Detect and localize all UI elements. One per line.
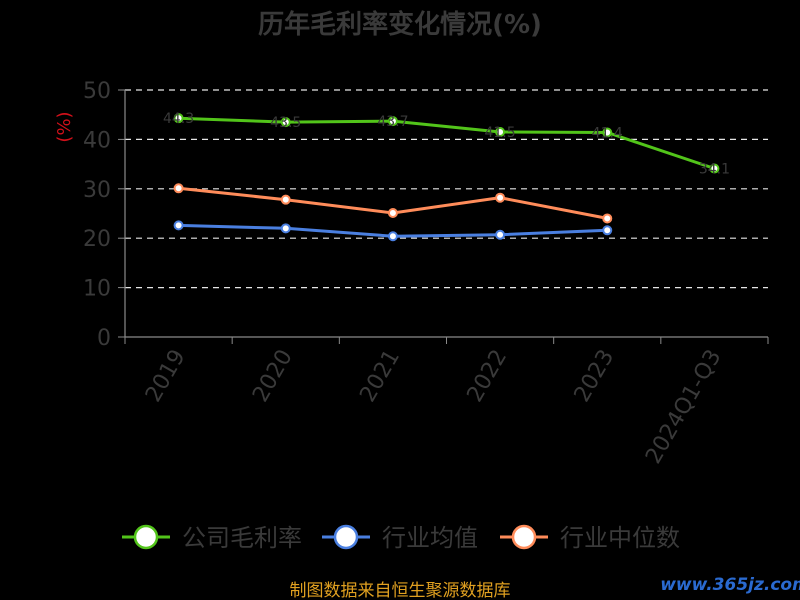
legend-item: 公司毛利率 [122, 524, 302, 552]
y-axis-label: (%) [54, 111, 75, 142]
x-tick-label: 2024Q1-Q3 [641, 346, 726, 469]
data-point [602, 225, 613, 236]
y-tick-label: 10 [83, 277, 111, 302]
series-lines: 44.3 43.5 43.7 41.5 41.4 34.1 [163, 111, 730, 242]
legend-item: 行业均值 [322, 524, 478, 552]
legend-label: 公司毛利率 [182, 524, 302, 552]
data-label: 41.5 [484, 125, 515, 141]
chart-title: 历年毛利率变化情况(%) [258, 9, 542, 40]
data-point [709, 163, 720, 174]
data-point [280, 194, 291, 205]
data-point [387, 116, 398, 127]
y-tick-label: 30 [83, 178, 111, 203]
series-line [178, 116, 715, 170]
data-point [495, 126, 506, 137]
x-tick-label: 2023 [570, 346, 620, 407]
data-point [173, 220, 184, 231]
y-tick-label: 0 [97, 326, 111, 351]
x-tick-label: 2019 [141, 346, 191, 407]
legend-item: 行业中位数 [500, 524, 680, 552]
data-point [602, 213, 613, 224]
axes: 0 10 20 30 40 50 2019 2020 2021 2022 2023 2024Q1-Q3 [83, 79, 769, 469]
series-2 [173, 183, 613, 224]
data-point [173, 183, 184, 194]
x-tick-label: 2021 [355, 346, 405, 407]
data-point [495, 192, 506, 203]
data-point [387, 231, 398, 242]
y-tick-label: 20 [83, 227, 111, 252]
y-tick-label: 40 [83, 128, 111, 153]
x-tick-label: 2020 [248, 346, 298, 407]
watermark: www.365jz.com [660, 575, 800, 595]
legend-label: 行业均值 [382, 524, 478, 552]
x-tick-label: 2022 [463, 346, 513, 407]
legend-marker [333, 524, 359, 550]
grid-lines [125, 89, 768, 289]
data-point [602, 127, 613, 138]
data-label: 43.7 [377, 114, 408, 130]
data-point [173, 113, 184, 124]
data-point [280, 117, 291, 128]
series-0: 44.3 43.5 43.7 41.5 41.4 34.1 [163, 111, 730, 177]
legend: 公司毛利率 行业均值 行业中位数 [122, 524, 680, 552]
data-label: 34.1 [699, 162, 730, 178]
legend-marker [511, 524, 537, 550]
data-point [387, 208, 398, 219]
legend-marker [133, 524, 159, 550]
series-1 [173, 220, 613, 242]
data-label: 43.5 [270, 115, 301, 131]
data-label: 41.4 [592, 125, 623, 141]
data-point [495, 229, 506, 240]
data-point [280, 223, 291, 234]
y-tick-label: 50 [83, 79, 111, 104]
legend-label: 行业中位数 [560, 524, 680, 552]
data-label: 44.3 [163, 111, 194, 127]
data-source-note: 制图数据来自恒生聚源数据库 [290, 581, 511, 600]
